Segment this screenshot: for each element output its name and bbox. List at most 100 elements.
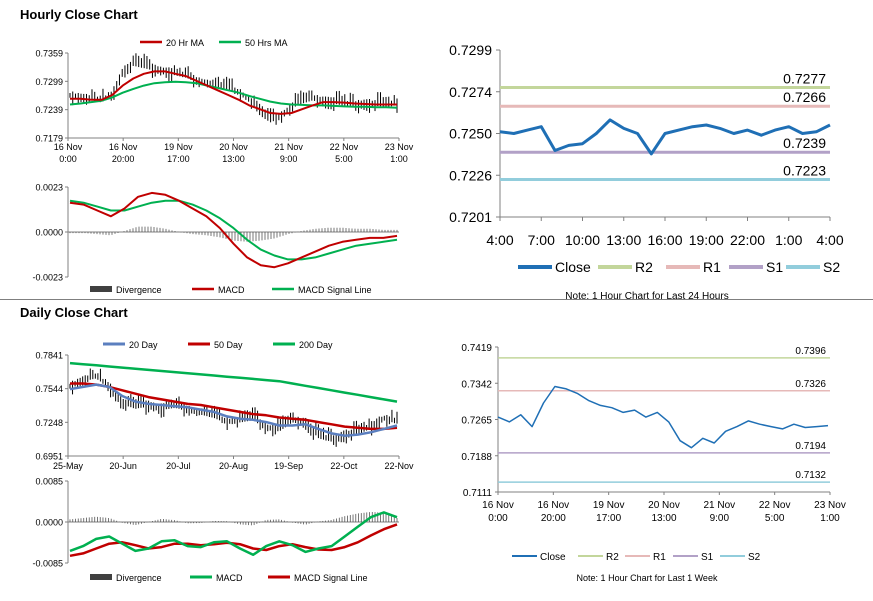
legend-label: 50 Day bbox=[214, 340, 243, 350]
y-tick-label: 0.7359 bbox=[35, 49, 63, 59]
y-tick-label: 0.7111 bbox=[463, 488, 493, 499]
y-tick-label: 0.7188 bbox=[461, 452, 492, 463]
legend-label: S2 bbox=[748, 552, 761, 563]
legend-label: R1 bbox=[703, 259, 721, 275]
x-tick-label: 20 Nov bbox=[219, 142, 248, 152]
level-label-s1: 0.7239 bbox=[783, 135, 826, 151]
x-tick-label: 7:00 bbox=[528, 232, 555, 248]
y-tick-label: 0.7179 bbox=[35, 134, 63, 144]
hourly-section-title: Hourly Close Chart bbox=[20, 7, 138, 22]
x-tick-label: 10:00 bbox=[565, 232, 600, 248]
level-label-r2: 0.7277 bbox=[783, 70, 826, 86]
level-label-r2: 0.7396 bbox=[795, 346, 826, 357]
y-tick-label: 0.7239 bbox=[35, 105, 63, 115]
x-tick-label: 16:00 bbox=[647, 232, 682, 248]
macd-signal-line bbox=[69, 523, 398, 558]
x-tick-label: 4:00 bbox=[816, 232, 843, 248]
x-tick-label: 23 Nov bbox=[385, 142, 414, 152]
close-line bbox=[497, 385, 829, 449]
x-tick-label: 1:00 bbox=[820, 513, 840, 524]
level-label-r1: 0.7326 bbox=[795, 379, 826, 390]
x-tick-label: 19 Nov bbox=[593, 500, 625, 511]
hourly24-chart: 0.7299 0.7274 0.7250 0.7226 0.7201 4:00 7:00 10… bbox=[449, 42, 844, 302]
close-line bbox=[499, 118, 831, 156]
x-tick-label: 19 Nov bbox=[164, 142, 193, 152]
y-tick-label: 0.0023 bbox=[35, 183, 63, 193]
x-tick-label: 20-Aug bbox=[219, 461, 248, 471]
legend-label: 20 Hr MA bbox=[166, 38, 204, 48]
ma50-line bbox=[69, 80, 398, 109]
chart-note: Note: 1 Hour Chart for Last 1 Week bbox=[577, 573, 718, 583]
y-tick-label: 0.7250 bbox=[449, 126, 492, 142]
daily-macd-chart: 0.0085 0.0000 -0.0085 Divergence MACD MACD Si… bbox=[32, 477, 399, 583]
y-tick-label: 0.6951 bbox=[35, 452, 63, 462]
level-label-s1: 0.7194 bbox=[795, 441, 826, 452]
y-tick-label: -0.0023 bbox=[32, 273, 63, 283]
x-tick-label: 22 Nov bbox=[759, 500, 791, 511]
y-tick-label: -0.0085 bbox=[32, 559, 63, 569]
x-tick-label: 4:00 bbox=[486, 232, 513, 248]
legend-label: S2 bbox=[823, 259, 840, 275]
level-label-r1: 0.7266 bbox=[783, 89, 826, 105]
ma50-day-line bbox=[70, 382, 398, 431]
x-tick-label: 20:00 bbox=[541, 513, 566, 524]
legend-label: MACD Signal Line bbox=[294, 573, 368, 583]
x-tick-label: 17:00 bbox=[167, 154, 190, 164]
x-tick-label: 21 Nov bbox=[703, 500, 735, 511]
legend-label: Divergence bbox=[116, 285, 162, 295]
y-tick-label: 0.7274 bbox=[449, 84, 492, 100]
x-tick-label: 1:00 bbox=[775, 232, 802, 248]
legend-label: Close bbox=[540, 552, 566, 563]
legend-label: S1 bbox=[701, 552, 714, 563]
x-tick-label: 16 Nov bbox=[54, 142, 83, 152]
y-tick-label: 0.7419 bbox=[461, 343, 492, 354]
y-tick-label: 0.7544 bbox=[35, 384, 63, 394]
level-label-s2: 0.7223 bbox=[783, 163, 826, 179]
legend-label: Divergence bbox=[116, 573, 162, 583]
x-tick-label: 22-Oct bbox=[330, 461, 358, 471]
legend-label: 20 Day bbox=[129, 340, 158, 350]
legend-label: R2 bbox=[606, 552, 619, 563]
legend-label: MACD bbox=[218, 285, 245, 295]
legend-label: S1 bbox=[766, 259, 783, 275]
x-tick-label: 5:00 bbox=[335, 154, 353, 164]
x-tick-label: 13:00 bbox=[651, 513, 676, 524]
x-tick-label: 13:00 bbox=[606, 232, 641, 248]
x-tick-label: 25-May bbox=[53, 461, 84, 471]
x-tick-label: 16 Nov bbox=[482, 500, 514, 511]
macd-line bbox=[69, 511, 398, 557]
legend-label: 200 Day bbox=[299, 340, 333, 350]
y-tick-label: 0.7226 bbox=[449, 167, 492, 183]
x-tick-label: 5:00 bbox=[765, 513, 785, 524]
x-tick-label: 21 Nov bbox=[274, 142, 303, 152]
y-tick-label: 0.7342 bbox=[461, 379, 492, 390]
x-tick-label: 17:00 bbox=[596, 513, 621, 524]
legend-label: MACD bbox=[216, 573, 243, 583]
legend-swatch bbox=[90, 286, 112, 292]
x-tick-label: 19-Sep bbox=[274, 461, 303, 471]
x-tick-label: 22-Nov bbox=[384, 461, 414, 471]
legend-label: Close bbox=[555, 259, 591, 275]
level-label-s2: 0.7132 bbox=[795, 470, 826, 481]
daily-section-title: Daily Close Chart bbox=[20, 305, 128, 320]
macd-line bbox=[69, 191, 398, 269]
x-tick-label: 22 Nov bbox=[330, 142, 359, 152]
section-divider bbox=[0, 299, 873, 300]
x-tick-label: 0:00 bbox=[488, 513, 508, 524]
x-tick-label: 20-Jun bbox=[109, 461, 137, 471]
chart-note: Note: 1 Hour Chart for Last 24 Hours bbox=[565, 291, 728, 302]
y-tick-label: 0.7201 bbox=[449, 209, 492, 225]
x-tick-label: 16 Nov bbox=[109, 142, 138, 152]
x-tick-label: 23 Nov bbox=[814, 500, 846, 511]
x-tick-label: 16 Nov bbox=[537, 500, 569, 511]
x-tick-label: 20:00 bbox=[112, 154, 135, 164]
legend-label: R1 bbox=[653, 552, 666, 563]
y-tick-label: 0.7841 bbox=[35, 351, 63, 361]
y-tick-label: 0.7299 bbox=[35, 77, 63, 87]
x-tick-label: 9:00 bbox=[710, 513, 730, 524]
ma20-line bbox=[70, 70, 397, 115]
y-tick-label: 0.0000 bbox=[35, 228, 63, 238]
